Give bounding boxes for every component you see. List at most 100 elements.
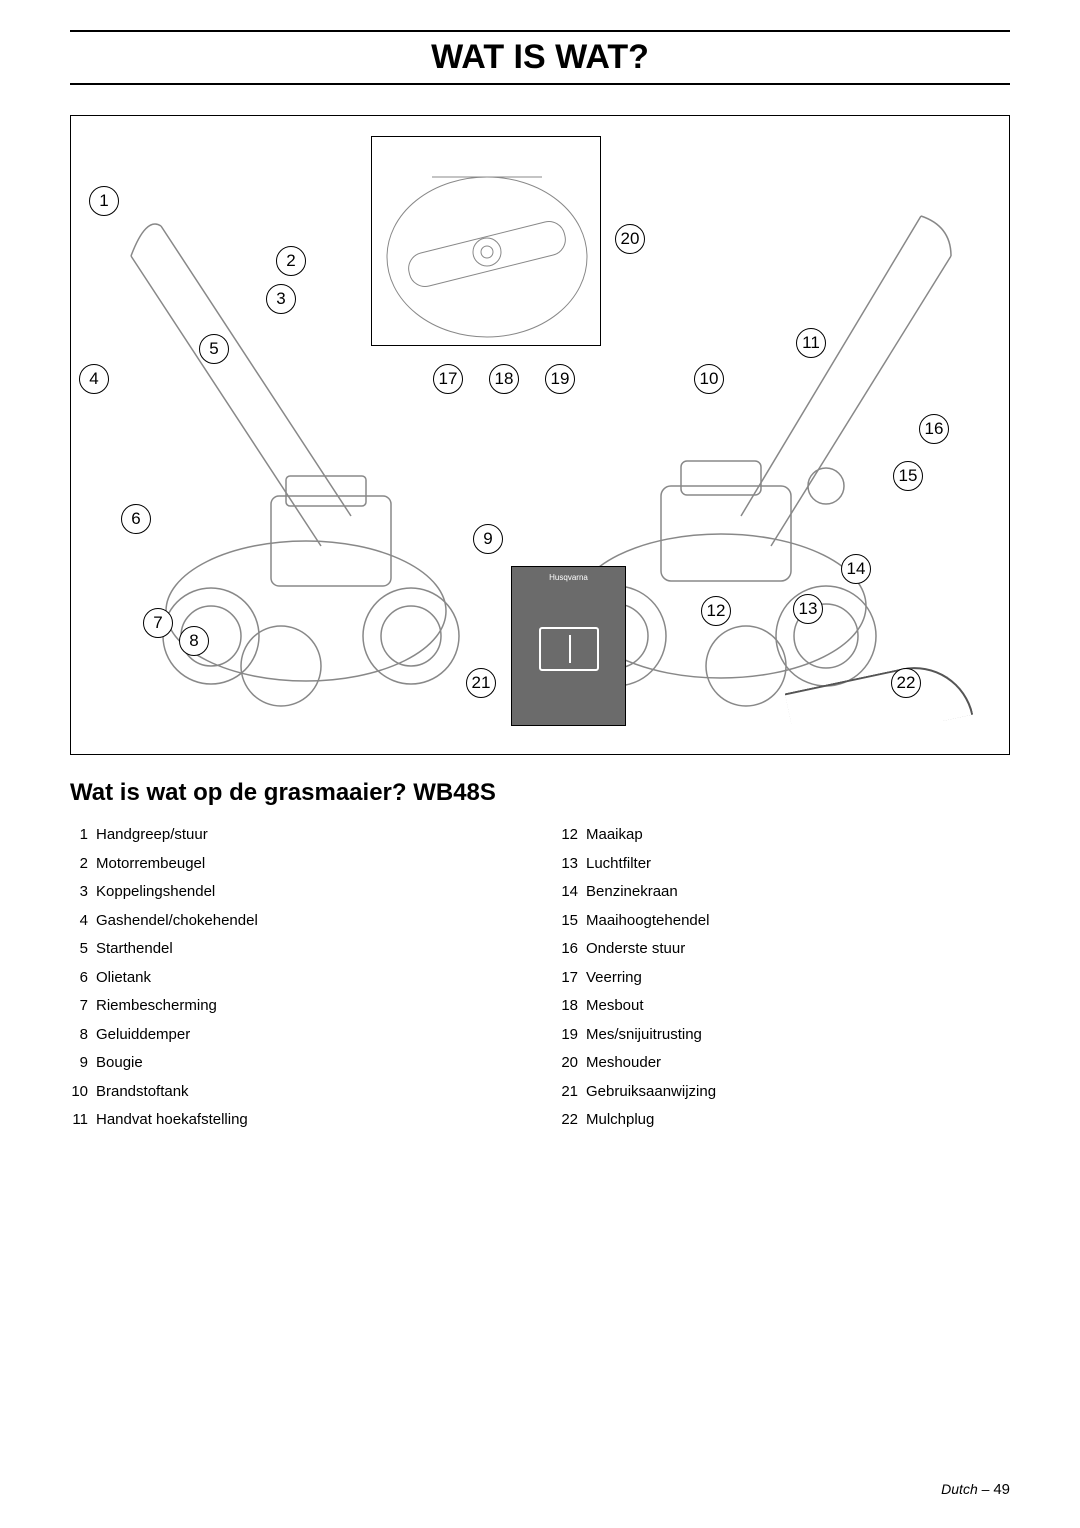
part-row: 15Maaihoogtehendel <box>560 907 1010 936</box>
part-label: Meshouder <box>586 1049 1010 1078</box>
callout-14: 14 <box>841 554 871 584</box>
brand-label: Husqvarna <box>512 567 625 582</box>
part-label: Starthendel <box>96 935 520 964</box>
manual-booklet: Husqvarna <box>511 566 626 726</box>
callout-7: 7 <box>143 608 173 638</box>
callout-6: 6 <box>121 504 151 534</box>
callout-13: 13 <box>793 594 823 624</box>
part-label: Benzinekraan <box>586 878 1010 907</box>
part-row: 11Handvat hoekafstelling <box>70 1106 520 1135</box>
parts-col-right: 12Maaikap 13Luchtfilter 14Benzinekraan 1… <box>560 821 1010 1135</box>
part-num: 11 <box>70 1106 96 1135</box>
part-num: 9 <box>70 1049 96 1078</box>
part-label: Mulchplug <box>586 1106 1010 1135</box>
book-icon <box>539 627 599 671</box>
part-label: Brandstoftank <box>96 1078 520 1107</box>
part-row: 7Riembescherming <box>70 992 520 1021</box>
footer-language: Dutch <box>941 1481 978 1497</box>
part-label: Olietank <box>96 964 520 993</box>
part-row: 21Gebruiksaanwijzing <box>560 1078 1010 1107</box>
part-label: Mesbout <box>586 992 1010 1021</box>
parts-diagram: Husqvarna 1 2 3 4 5 6 7 8 9 10 11 12 13 … <box>70 115 1010 755</box>
part-num: 14 <box>560 878 586 907</box>
part-label: Motorrembeugel <box>96 850 520 879</box>
parts-col-left: 1Handgreep/stuur 2Motorrembeugel 3Koppel… <box>70 821 520 1135</box>
part-row: 22Mulchplug <box>560 1106 1010 1135</box>
part-num: 5 <box>70 935 96 964</box>
part-num: 6 <box>70 964 96 993</box>
callout-12: 12 <box>701 596 731 626</box>
callout-18: 18 <box>489 364 519 394</box>
callout-4: 4 <box>79 364 109 394</box>
part-label: Maaihoogtehendel <box>586 907 1010 936</box>
part-num: 17 <box>560 964 586 993</box>
part-row: 4Gashendel/chokehendel <box>70 907 520 936</box>
callout-17: 17 <box>433 364 463 394</box>
part-row: 20Meshouder <box>560 1049 1010 1078</box>
callout-20: 20 <box>615 224 645 254</box>
part-row: 8Geluiddemper <box>70 1021 520 1050</box>
part-label: Mes/snijuitrusting <box>586 1021 1010 1050</box>
part-row: 17Veerring <box>560 964 1010 993</box>
part-num: 13 <box>560 850 586 879</box>
part-label: Riembescherming <box>96 992 520 1021</box>
part-num: 20 <box>560 1049 586 1078</box>
part-num: 7 <box>70 992 96 1021</box>
part-num: 21 <box>560 1078 586 1107</box>
callout-16: 16 <box>919 414 949 444</box>
callout-3: 3 <box>266 284 296 314</box>
part-label: Handgreep/stuur <box>96 821 520 850</box>
part-num: 18 <box>560 992 586 1021</box>
part-label: Luchtfilter <box>586 850 1010 879</box>
part-label: Gebruiksaanwijzing <box>586 1078 1010 1107</box>
part-num: 15 <box>560 907 586 936</box>
footer-sep: – <box>978 1481 994 1497</box>
part-num: 2 <box>70 850 96 879</box>
part-row: 5Starthendel <box>70 935 520 964</box>
callout-15: 15 <box>893 461 923 491</box>
part-row: 16Onderste stuur <box>560 935 1010 964</box>
callout-11: 11 <box>796 328 826 358</box>
part-row: 9Bougie <box>70 1049 520 1078</box>
part-label: Geluiddemper <box>96 1021 520 1050</box>
part-row: 14Benzinekraan <box>560 878 1010 907</box>
page-title: WAT IS WAT? <box>70 34 1010 81</box>
part-label: Onderste stuur <box>586 935 1010 964</box>
part-row: 3Koppelingshendel <box>70 878 520 907</box>
callout-22: 22 <box>891 668 921 698</box>
part-label: Handvat hoekafstelling <box>96 1106 520 1135</box>
part-row: 10Brandstoftank <box>70 1078 520 1107</box>
part-row: 1Handgreep/stuur <box>70 821 520 850</box>
part-row: 13Luchtfilter <box>560 850 1010 879</box>
part-num: 12 <box>560 821 586 850</box>
part-row: 18Mesbout <box>560 992 1010 1021</box>
callout-2: 2 <box>276 246 306 276</box>
callout-5: 5 <box>199 334 229 364</box>
part-num: 1 <box>70 821 96 850</box>
part-row: 2Motorrembeugel <box>70 850 520 879</box>
part-label: Bougie <box>96 1049 520 1078</box>
part-num: 8 <box>70 1021 96 1050</box>
part-num: 19 <box>560 1021 586 1050</box>
part-row: 12Maaikap <box>560 821 1010 850</box>
part-row: 6Olietank <box>70 964 520 993</box>
callout-21: 21 <box>466 668 496 698</box>
part-num: 10 <box>70 1078 96 1107</box>
part-num: 22 <box>560 1106 586 1135</box>
page-footer: Dutch – 49 <box>941 1481 1010 1498</box>
part-label: Gashendel/chokehendel <box>96 907 520 936</box>
part-num: 4 <box>70 907 96 936</box>
callout-19: 19 <box>545 364 575 394</box>
footer-page: 49 <box>993 1481 1010 1498</box>
part-num: 16 <box>560 935 586 964</box>
callout-9: 9 <box>473 524 503 554</box>
part-label: Maaikap <box>586 821 1010 850</box>
parts-list: 1Handgreep/stuur 2Motorrembeugel 3Koppel… <box>70 821 1010 1135</box>
part-row: 19Mes/snijuitrusting <box>560 1021 1010 1050</box>
part-label: Veerring <box>586 964 1010 993</box>
part-label: Koppelingshendel <box>96 878 520 907</box>
callout-8: 8 <box>179 626 209 656</box>
part-num: 3 <box>70 878 96 907</box>
section-subtitle: Wat is wat op de grasmaaier? WB48S <box>70 779 1010 807</box>
callout-1: 1 <box>89 186 119 216</box>
